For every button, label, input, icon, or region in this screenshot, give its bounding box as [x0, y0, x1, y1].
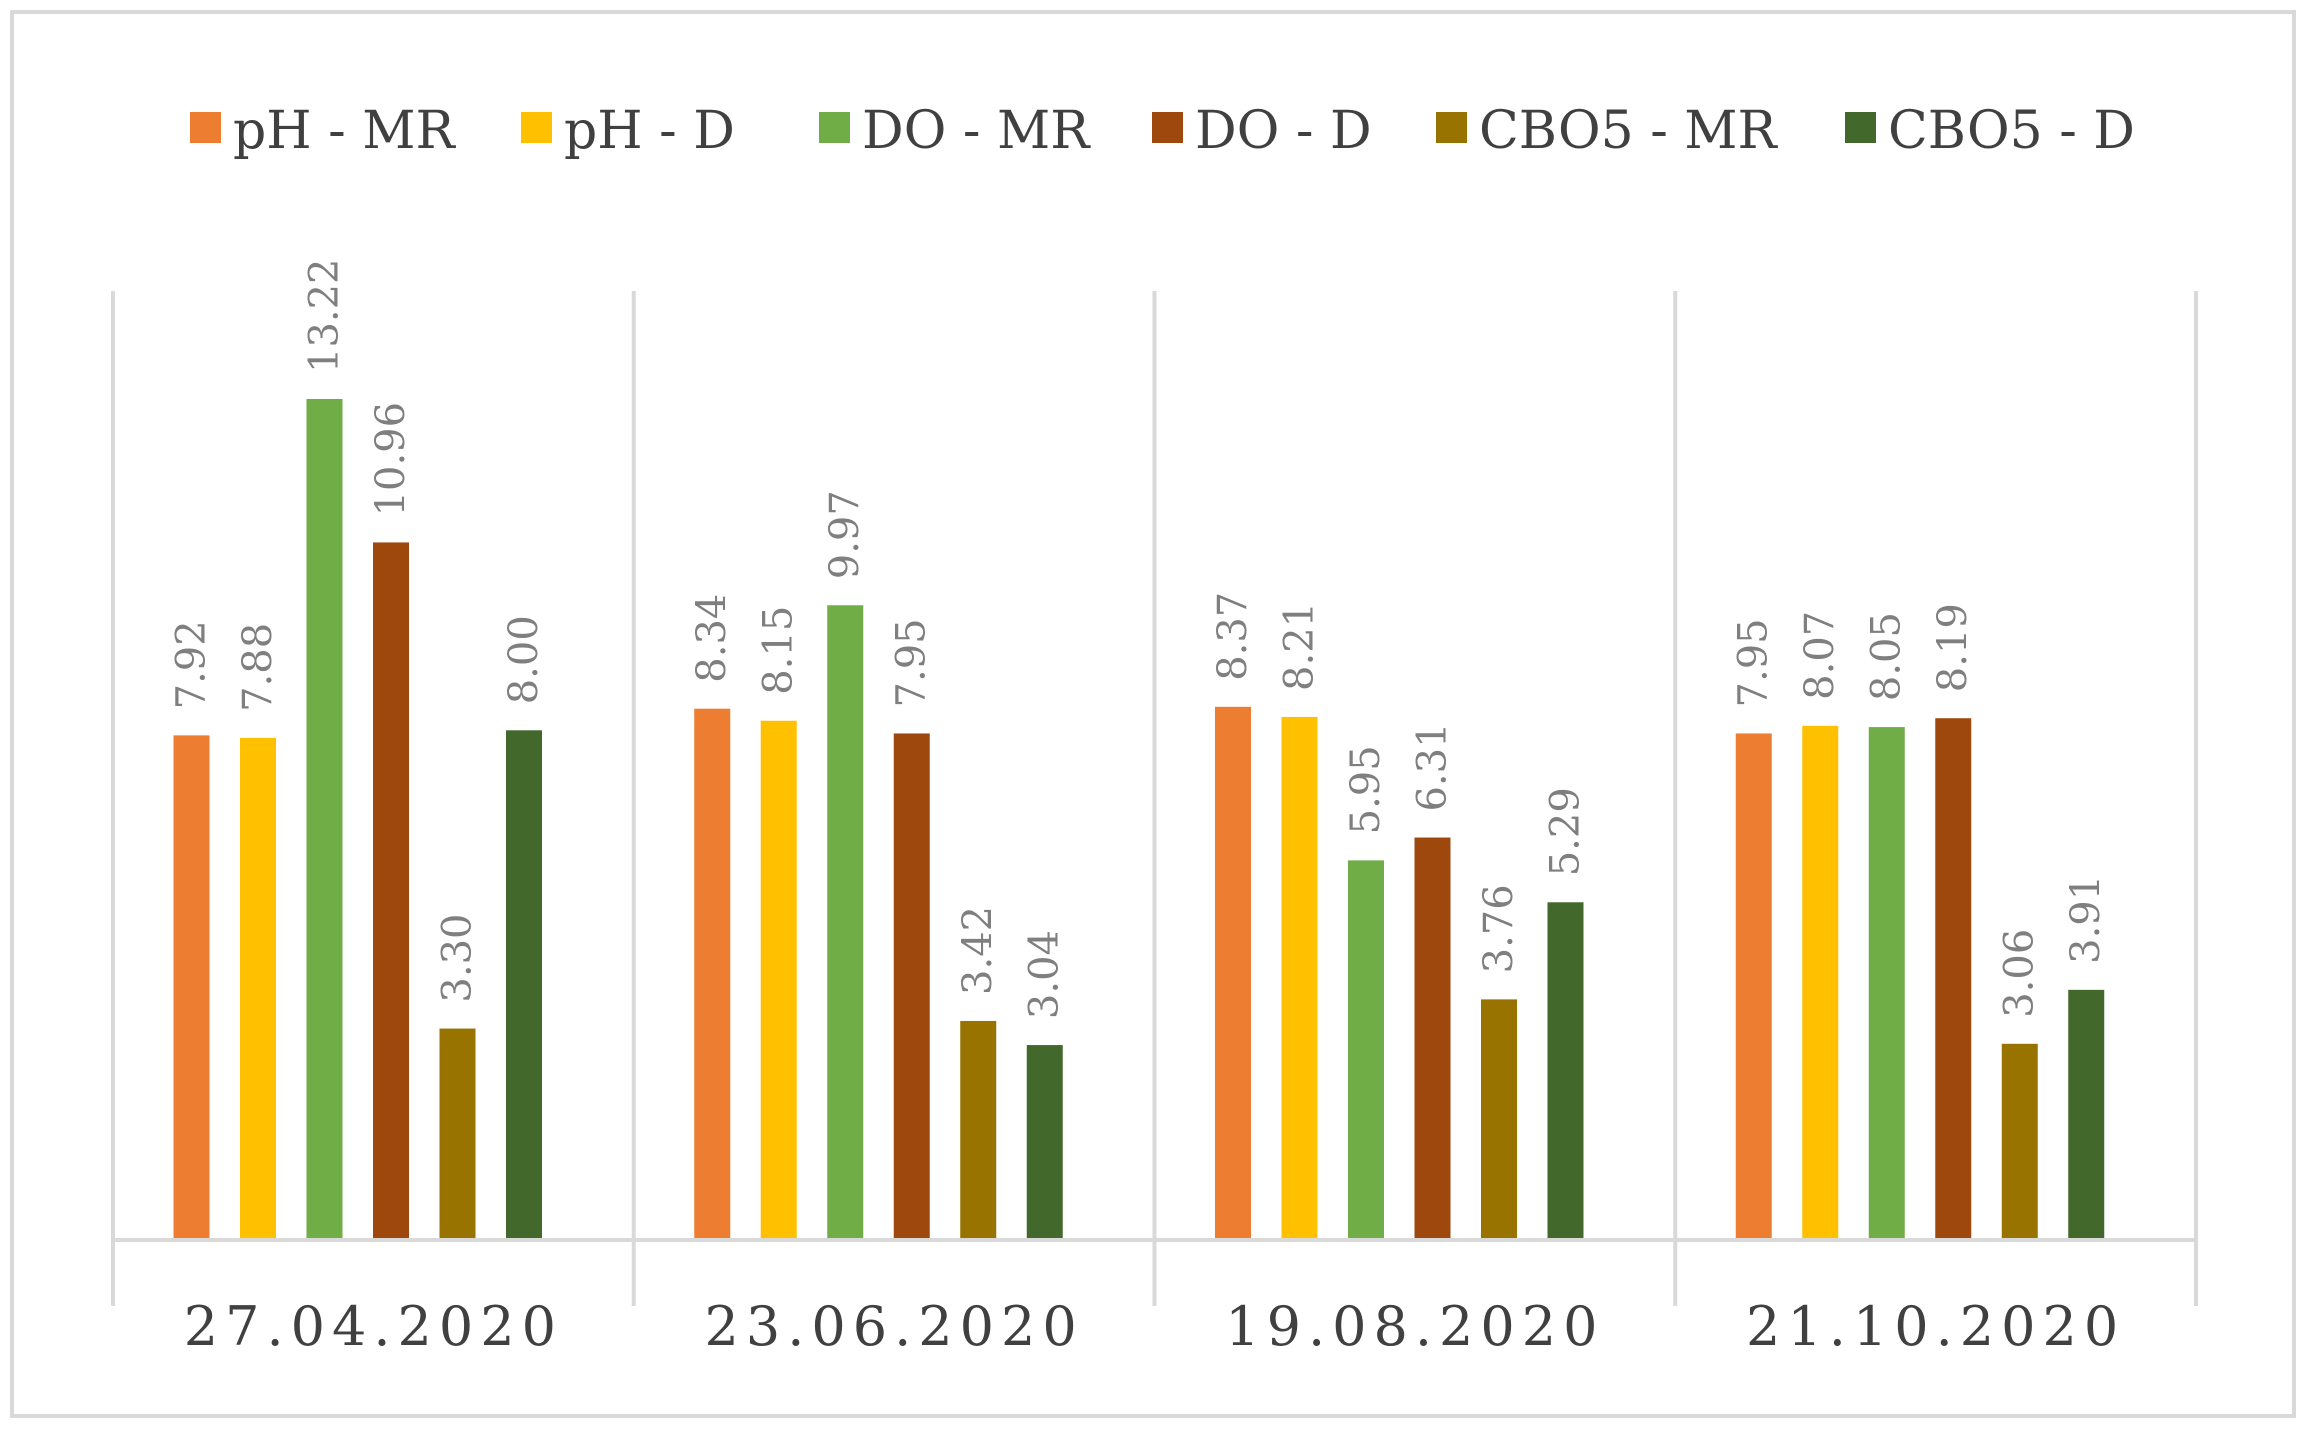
data-label: 3.91 [2063, 875, 2109, 964]
legend-swatch [1845, 112, 1876, 143]
legend-item: CBO5 - MR [1436, 101, 1779, 161]
data-label: 9.97 [822, 490, 868, 579]
data-label: 5.29 [1543, 787, 1589, 876]
legend-item: DO - D [1152, 101, 1372, 161]
data-labels: 7.92 7.88 13.22 10.96 3.30 8.00 8.34 8.15 9.97 7.… [169, 258, 2110, 1019]
x-tick-label: 23.06.2020 [705, 1295, 1084, 1358]
legend-label: DO - MR [862, 101, 1091, 161]
bar [2001, 1043, 2038, 1238]
bar [240, 737, 276, 1238]
bar [1414, 837, 1451, 1238]
legend-swatch [1436, 112, 1467, 143]
data-label: 8.34 [689, 594, 735, 683]
data-label: 8.05 [1864, 612, 1910, 701]
bar [439, 1028, 476, 1238]
legend-label: pH - MR [233, 101, 457, 161]
bar [1281, 716, 1318, 1238]
data-label: 3.30 [435, 914, 481, 1003]
data-label: 13.22 [302, 258, 348, 373]
bar [960, 1020, 997, 1238]
bar [173, 735, 210, 1238]
data-label: 7.95 [889, 618, 935, 707]
data-label: 8.15 [756, 606, 802, 695]
legend-item: DO - MR [819, 101, 1091, 161]
x-tick-label: 21.10.2020 [1746, 1295, 2125, 1358]
bar [1547, 902, 1584, 1238]
bar [306, 399, 343, 1238]
legend-swatch [521, 112, 552, 143]
data-label: 3.06 [1997, 929, 2043, 1018]
data-label: 8.37 [1210, 592, 1256, 681]
data-label: 7.92 [169, 620, 215, 709]
bar [1868, 727, 1905, 1238]
legend-label: DO - D [1195, 101, 1372, 161]
legend-label: CBO5 - MR [1479, 101, 1779, 161]
legend-swatch [819, 112, 850, 143]
data-label: 7.95 [1731, 618, 1777, 707]
legend-item: pH - MR [190, 101, 457, 161]
data-label: 8.21 [1277, 602, 1323, 691]
bars [173, 399, 2105, 1238]
bar [373, 542, 409, 1238]
bar [1481, 999, 1517, 1238]
bar [694, 708, 731, 1238]
legend-item: CBO5 - D [1845, 101, 2135, 161]
data-label: 8.00 [501, 615, 547, 704]
legend-swatch [1152, 112, 1183, 143]
legend: pH - MR pH - D DO - MR DO - D CBO5 - MR CBO5 … [190, 101, 2135, 161]
x-axis: 27.04.2020 23.06.2020 19.08.2020 21.10.2020 [113, 1238, 2196, 1358]
bar [1026, 1045, 1063, 1238]
data-label: 8.19 [1930, 603, 1976, 692]
bar [1215, 706, 1251, 1238]
data-label: 5.95 [1343, 745, 1389, 834]
bar [827, 605, 864, 1238]
x-tick-label: 19.08.2020 [1225, 1295, 1604, 1358]
bar [1735, 733, 1772, 1238]
data-label: 6.31 [1410, 722, 1456, 811]
data-label: 3.42 [955, 906, 1001, 995]
legend-item: pH - D [521, 101, 735, 161]
x-tick-label: 27.04.2020 [184, 1295, 563, 1358]
legend-label: CBO5 - D [1888, 101, 2135, 161]
bar [893, 733, 930, 1238]
data-label: 8.07 [1797, 611, 1843, 700]
bar [2068, 989, 2105, 1238]
category-dividers [111, 291, 2198, 1306]
bar [760, 720, 797, 1238]
data-label: 3.04 [1022, 930, 1068, 1019]
bar [506, 730, 542, 1238]
bar [1802, 725, 1839, 1238]
bar [1348, 860, 1384, 1238]
data-label: 3.76 [1476, 884, 1522, 973]
legend-label: pH - D [564, 101, 735, 161]
legend-swatch [190, 112, 221, 143]
data-label: 10.96 [368, 402, 414, 517]
data-label: 7.88 [235, 623, 281, 712]
bar [1935, 718, 1972, 1238]
